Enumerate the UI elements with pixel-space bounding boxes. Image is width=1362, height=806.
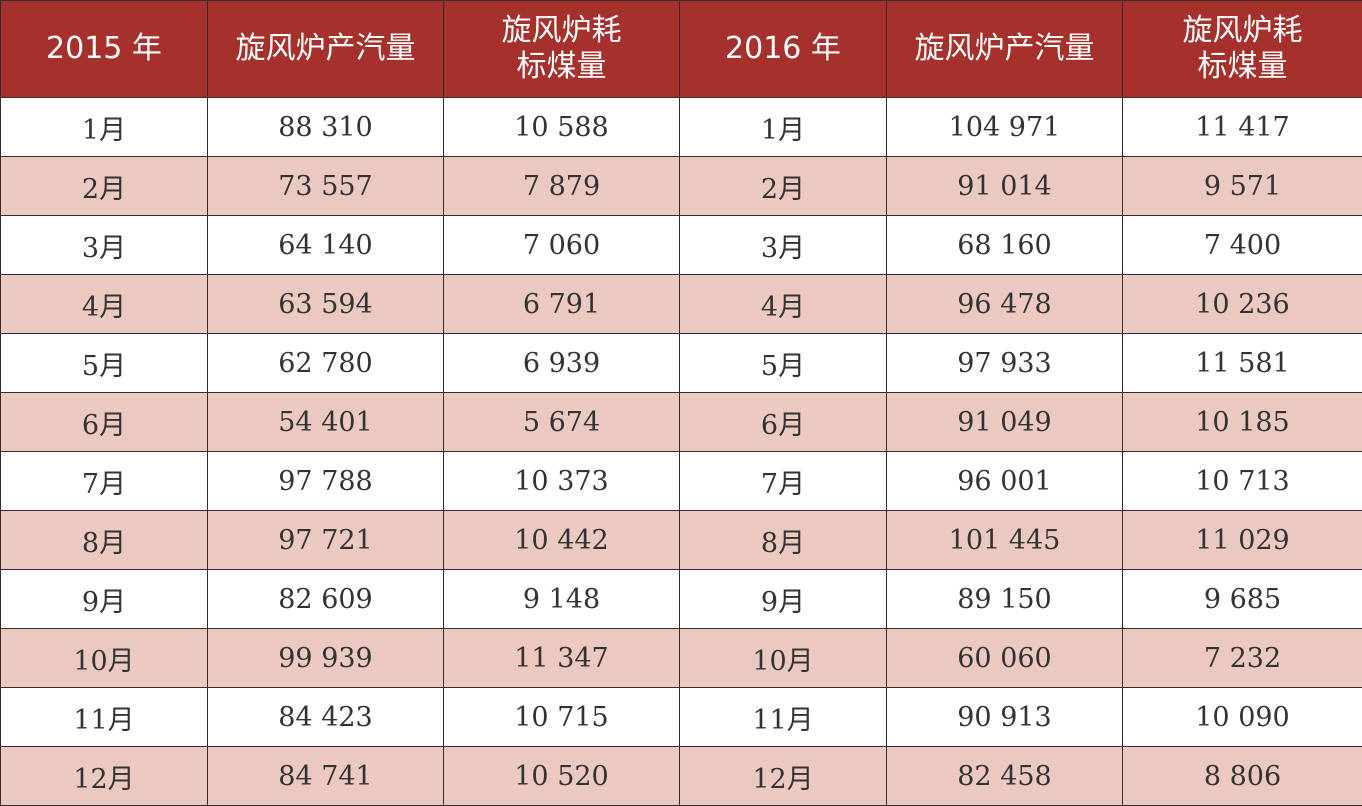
header-coal-consumption-2016: 旋风炉耗 标煤量 bbox=[1123, 1, 1362, 98]
table-header: 2015 年 旋风炉产汽量 旋风炉耗 标煤量 2016 年 旋风炉产汽量 旋风炉… bbox=[1, 1, 1362, 98]
header-coal-consumption-2015: 旋风炉耗 标煤量 bbox=[444, 1, 680, 98]
month-2015-cell: 7月 bbox=[1, 452, 208, 511]
steam-output-2015-cell: 73 557 bbox=[208, 157, 444, 216]
coal-consumption-2016-cell: 7 400 bbox=[1123, 216, 1362, 275]
month-2016-cell: 10月 bbox=[680, 629, 887, 688]
coal-consumption-2016-cell: 9 685 bbox=[1123, 570, 1362, 629]
steam-output-2016-cell: 91 049 bbox=[887, 393, 1123, 452]
steam-output-2016-cell: 68 160 bbox=[887, 216, 1123, 275]
steam-output-2015-cell: 62 780 bbox=[208, 334, 444, 393]
coal-consumption-2015-cell: 11 347 bbox=[444, 629, 680, 688]
month-2015-cell: 12月 bbox=[1, 747, 208, 806]
coal-consumption-2016-cell: 10 236 bbox=[1123, 275, 1362, 334]
month-2016-cell: 5月 bbox=[680, 334, 887, 393]
month-2016-cell: 4月 bbox=[680, 275, 887, 334]
month-2016-cell: 2月 bbox=[680, 157, 887, 216]
steam-output-2016-cell: 60 060 bbox=[887, 629, 1123, 688]
month-2016-cell: 6月 bbox=[680, 393, 887, 452]
month-2016-cell: 11月 bbox=[680, 688, 887, 747]
coal-consumption-2015-cell: 9 148 bbox=[444, 570, 680, 629]
coal-consumption-2016-cell: 9 571 bbox=[1123, 157, 1362, 216]
coal-consumption-2016-cell: 10 713 bbox=[1123, 452, 1362, 511]
month-2015-cell: 9月 bbox=[1, 570, 208, 629]
month-2016-cell: 1月 bbox=[680, 98, 887, 157]
steam-output-2016-cell: 101 445 bbox=[887, 511, 1123, 570]
month-2015-cell: 5月 bbox=[1, 334, 208, 393]
header-steam-output-2015: 旋风炉产汽量 bbox=[208, 1, 444, 98]
steam-output-2015-cell: 63 594 bbox=[208, 275, 444, 334]
month-2015-cell: 4月 bbox=[1, 275, 208, 334]
header-steam-output-2016: 旋风炉产汽量 bbox=[887, 1, 1123, 98]
month-2016-cell: 7月 bbox=[680, 452, 887, 511]
header-row: 2015 年 旋风炉产汽量 旋风炉耗 标煤量 2016 年 旋风炉产汽量 旋风炉… bbox=[1, 1, 1362, 98]
coal-consumption-2015-cell: 5 674 bbox=[444, 393, 680, 452]
steam-output-2015-cell: 84 741 bbox=[208, 747, 444, 806]
coal-consumption-2016-cell: 10 090 bbox=[1123, 688, 1362, 747]
month-2016-cell: 3月 bbox=[680, 216, 887, 275]
coal-consumption-2015-cell: 10 373 bbox=[444, 452, 680, 511]
steam-output-2016-cell: 90 913 bbox=[887, 688, 1123, 747]
steam-output-2016-cell: 96 001 bbox=[887, 452, 1123, 511]
steam-output-2015-cell: 54 401 bbox=[208, 393, 444, 452]
month-2016-cell: 8月 bbox=[680, 511, 887, 570]
coal-consumption-2015-cell: 10 715 bbox=[444, 688, 680, 747]
coal-consumption-2016-cell: 8 806 bbox=[1123, 747, 1362, 806]
steam-output-2016-cell: 91 014 bbox=[887, 157, 1123, 216]
header-year-2015: 2015 年 bbox=[1, 1, 208, 98]
steam-output-2015-cell: 64 140 bbox=[208, 216, 444, 275]
coal-consumption-2016-cell: 7 232 bbox=[1123, 629, 1362, 688]
coal-consumption-2016-cell: 11 581 bbox=[1123, 334, 1362, 393]
month-2015-cell: 2月 bbox=[1, 157, 208, 216]
steam-output-2016-cell: 96 478 bbox=[887, 275, 1123, 334]
steam-output-2016-cell: 104 971 bbox=[887, 98, 1123, 157]
coal-consumption-2015-cell: 7 060 bbox=[444, 216, 680, 275]
month-2015-cell: 3月 bbox=[1, 216, 208, 275]
month-2015-cell: 11月 bbox=[1, 688, 208, 747]
steam-output-2015-cell: 88 310 bbox=[208, 98, 444, 157]
coal-consumption-2015-cell: 6 791 bbox=[444, 275, 680, 334]
header-year-2016: 2016 年 bbox=[680, 1, 887, 98]
coal-consumption-2015-cell: 6 939 bbox=[444, 334, 680, 393]
month-2015-cell: 10月 bbox=[1, 629, 208, 688]
month-2015-cell: 8月 bbox=[1, 511, 208, 570]
coal-consumption-2015-cell: 10 442 bbox=[444, 511, 680, 570]
steam-output-2016-cell: 97 933 bbox=[887, 334, 1123, 393]
month-2016-cell: 12月 bbox=[680, 747, 887, 806]
coal-consumption-2015-cell: 10 520 bbox=[444, 747, 680, 806]
coal-consumption-2016-cell: 10 185 bbox=[1123, 393, 1362, 452]
coal-consumption-2015-cell: 10 588 bbox=[444, 98, 680, 157]
coal-consumption-2016-cell: 11 029 bbox=[1123, 511, 1362, 570]
steam-output-2015-cell: 99 939 bbox=[208, 629, 444, 688]
steam-output-2016-cell: 82 458 bbox=[887, 747, 1123, 806]
month-2016-cell: 9月 bbox=[680, 570, 887, 629]
steam-output-2015-cell: 97 721 bbox=[208, 511, 444, 570]
month-2015-cell: 1月 bbox=[1, 98, 208, 157]
coal-consumption-2016-cell: 11 417 bbox=[1123, 98, 1362, 157]
steam-output-2015-cell: 82 609 bbox=[208, 570, 444, 629]
steam-output-2016-cell: 89 150 bbox=[887, 570, 1123, 629]
coal-consumption-2015-cell: 7 879 bbox=[444, 157, 680, 216]
month-2015-cell: 6月 bbox=[1, 393, 208, 452]
steam-output-2015-cell: 97 788 bbox=[208, 452, 444, 511]
steam-output-2015-cell: 84 423 bbox=[208, 688, 444, 747]
